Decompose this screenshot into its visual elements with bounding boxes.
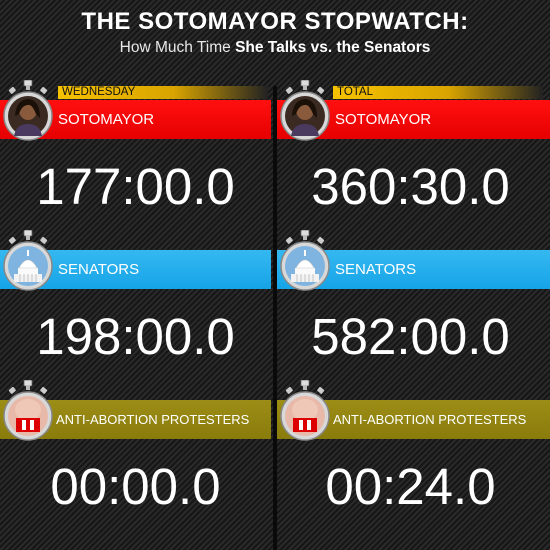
protester-stopwatch-icon xyxy=(280,380,330,441)
column-divider xyxy=(273,86,277,550)
capitol-stopwatch-icon xyxy=(280,230,330,291)
page-subtitle: How Much Time She Talks vs. the Senators xyxy=(0,39,550,57)
row-label: SENATORS xyxy=(58,261,140,278)
subtitle-regular: How Much Time xyxy=(119,39,236,56)
protesters-time: 00:24.0 xyxy=(325,458,496,515)
column-header: WEDNESDAY xyxy=(58,86,268,99)
sotomayor-portrait-stopwatch-icon xyxy=(280,80,330,141)
sotomayor-time: 177:00.0 xyxy=(36,158,235,215)
protesters-time: 00:00.0 xyxy=(50,458,221,515)
senators-time: 198:00.0 xyxy=(36,308,235,365)
row-label: SOTOMAYOR xyxy=(335,111,432,128)
senators-time: 582:00.0 xyxy=(311,308,510,365)
protester-stopwatch-icon xyxy=(3,380,53,441)
capitol-stopwatch-icon xyxy=(3,230,53,291)
page-title: THE SOTOMAYOR STOPWATCH: xyxy=(81,8,469,35)
total-column: TOTAL SOTOMAYOR 360:30.0 SENATORS 582:00… xyxy=(275,0,550,550)
wednesday-column: WEDNESDAY SOTOMAYOR 177:00.0 SENATORS 19… xyxy=(0,80,271,515)
column-header: TOTAL xyxy=(333,86,543,99)
row-label: ANTI-ABORTION PROTESTERS xyxy=(333,412,527,427)
row-label: SOTOMAYOR xyxy=(58,111,155,128)
subtitle-bold: She Talks vs. the Senators xyxy=(235,39,431,56)
row-label: ANTI-ABORTION PROTESTERS xyxy=(56,412,250,427)
sotomayor-portrait-stopwatch-icon xyxy=(3,80,53,141)
row-label: SENATORS xyxy=(335,261,417,278)
sotomayor-time: 360:30.0 xyxy=(311,158,510,215)
